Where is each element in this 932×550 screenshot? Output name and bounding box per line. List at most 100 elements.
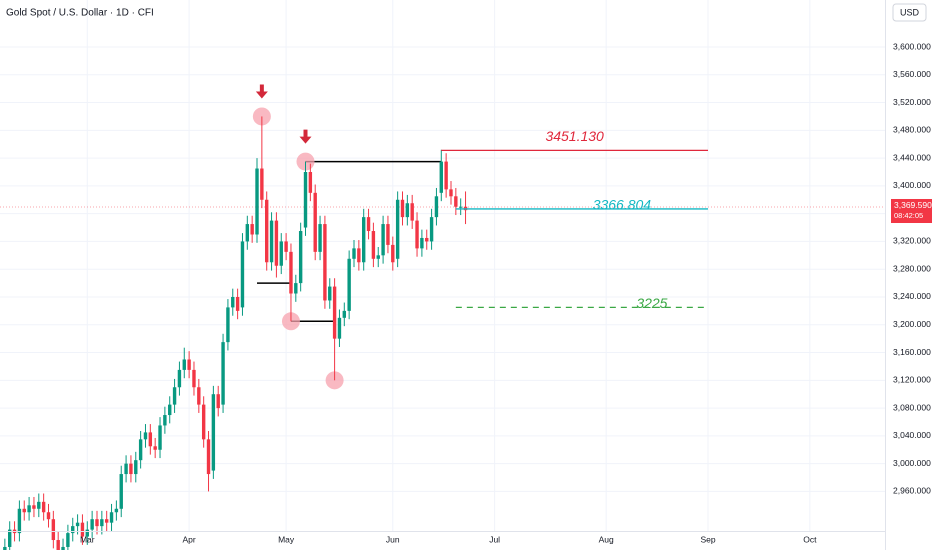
candle-body	[143, 432, 148, 440]
candle-body	[415, 220, 419, 249]
candle-body	[206, 439, 211, 475]
y-tick-label: 3,320.000	[893, 236, 931, 246]
grid	[0, 0, 885, 531]
candle-body	[347, 258, 351, 311]
candle-body	[119, 474, 123, 509]
candle-body	[32, 505, 36, 509]
y-tick-label: 3,200.000	[893, 319, 931, 329]
candle-body	[352, 248, 356, 259]
candle-body	[51, 519, 56, 541]
currency-box[interactable]	[892, 3, 927, 22]
level-label: 3225	[636, 295, 667, 311]
y-tick-label: 3,160.000	[893, 347, 931, 357]
candle-body	[386, 224, 390, 245]
candle-body	[114, 508, 119, 513]
candle-body	[245, 224, 250, 242]
candle-body	[17, 508, 22, 534]
candle-body	[197, 387, 201, 405]
y-tick-label: 2,960.000	[893, 486, 931, 496]
candle-body	[328, 286, 332, 301]
x-tick-label: Sep	[700, 534, 715, 544]
candle-body	[337, 317, 342, 339]
candle-body	[109, 512, 114, 523]
x-tick-label: Mar	[80, 534, 95, 544]
candle-body	[104, 519, 109, 523]
candle-body	[342, 310, 347, 318]
candle-body	[303, 171, 308, 228]
currency[interactable]: USD	[900, 7, 920, 17]
candle-body	[211, 394, 216, 471]
candle-body	[216, 394, 220, 409]
chart-title: Gold Spot / U.S. Dollar · 1D · CFI	[6, 8, 154, 19]
candle-body	[201, 404, 206, 440]
candle-body	[381, 224, 385, 256]
candle-body	[22, 508, 26, 513]
candle-body	[284, 241, 288, 252]
candle-body	[75, 522, 80, 527]
candle-body	[410, 203, 414, 221]
y-tick-label: 3,280.000	[893, 263, 931, 273]
price-label: 3,369.590	[894, 200, 932, 210]
candle-body	[274, 220, 279, 266]
candle-body	[172, 387, 177, 405]
candle-body	[129, 463, 133, 475]
candle-body	[56, 540, 60, 550]
y-tick-label: 3,560.000	[893, 69, 931, 79]
candle-body	[318, 224, 322, 252]
candle-body	[46, 512, 51, 520]
candle-body	[250, 224, 254, 235]
candle-body	[221, 342, 225, 405]
candle-body	[27, 505, 31, 513]
level-label: 3451.130	[545, 128, 604, 144]
candle-body	[420, 237, 424, 249]
candle-body	[260, 168, 264, 200]
y-tick-label: 3,120.000	[893, 375, 931, 385]
candle-body	[37, 501, 41, 509]
candle-body	[168, 404, 172, 416]
candle-body	[376, 255, 380, 259]
candle-body	[100, 519, 104, 527]
price-box	[891, 198, 932, 223]
countdown-label: 08:42:05	[894, 211, 923, 220]
candle-body	[235, 296, 240, 311]
candle-body	[187, 359, 191, 370]
x-tick-label: Oct	[803, 534, 817, 544]
candle-body	[279, 241, 283, 266]
x-tick-label: Jul	[489, 534, 500, 544]
candle-body	[240, 241, 245, 308]
candle-body	[255, 168, 259, 235]
candle-body	[90, 519, 94, 530]
candle-body	[444, 161, 448, 190]
candle-body	[323, 224, 327, 301]
y-tick-label: 3,080.000	[893, 402, 931, 412]
candle-body	[434, 196, 439, 218]
candle-body	[134, 460, 138, 475]
y-tick-label: 3,520.000	[893, 97, 931, 107]
y-tick-label: 3,480.000	[893, 125, 931, 135]
candle-body	[454, 196, 458, 207]
candle-body	[177, 369, 182, 388]
candle-body	[192, 369, 196, 388]
y-tick-label: 3,440.000	[893, 152, 931, 162]
candle-body	[439, 161, 443, 193]
candle-body	[391, 244, 395, 263]
candle-body	[61, 546, 65, 550]
axes: 3,600.000 3,560.000 3,520.000 3,480.000 3,44…	[80, 41, 932, 544]
candle-body	[66, 533, 70, 547]
candle-body	[269, 220, 274, 263]
y-tick-label: 3,400.000	[893, 180, 931, 190]
y-tick-label: 3,000.000	[893, 458, 931, 468]
candle-body	[294, 283, 298, 294]
candle-body	[361, 217, 366, 263]
candle-body	[85, 529, 89, 537]
candle-body	[449, 189, 453, 197]
candle-body	[124, 463, 128, 475]
x-tick-label: Apr	[183, 534, 196, 544]
candle-body	[313, 192, 317, 252]
y-tick-label: 3,240.000	[893, 291, 931, 301]
x-tick-label: Jun	[386, 534, 400, 544]
candle-body	[400, 199, 405, 218]
